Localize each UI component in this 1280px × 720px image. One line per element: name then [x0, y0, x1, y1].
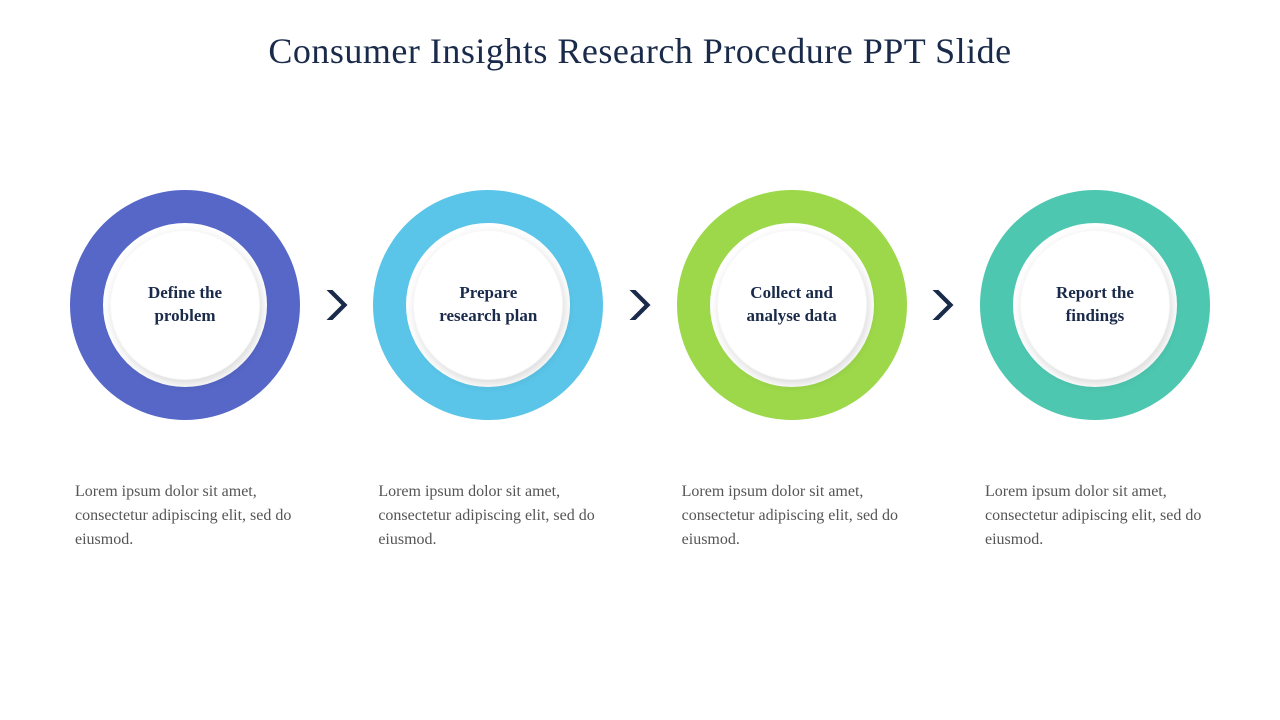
- chevron-right-icon: [622, 287, 658, 323]
- step-1-inner-circle: Define the problem: [110, 230, 260, 380]
- descriptions-row: Lorem ipsum dolor sit amet, consectetur …: [70, 480, 1210, 552]
- step-1-label: Define the problem: [130, 282, 240, 328]
- step-3-inner-circle: Collect and analyse data: [717, 230, 867, 380]
- step-1: Define the problem: [70, 190, 300, 420]
- step-4-outer-ring: Report the findings: [980, 190, 1210, 420]
- flow-row: Define the problem Prepare research plan…: [70, 190, 1210, 420]
- step-1-outer-ring: Define the problem: [70, 190, 300, 420]
- step-2-description: Lorem ipsum dolor sit amet, consectetur …: [373, 480, 603, 552]
- chevron-right-icon: [925, 287, 961, 323]
- step-3: Collect and analyse data: [677, 190, 907, 420]
- step-2: Prepare research plan: [373, 190, 603, 420]
- chevron-right-icon: [319, 287, 355, 323]
- step-4-inner-circle: Report the findings: [1020, 230, 1170, 380]
- step-1-mid-ring: Define the problem: [100, 220, 270, 390]
- step-2-inner-circle: Prepare research plan: [413, 230, 563, 380]
- step-2-label: Prepare research plan: [433, 282, 543, 328]
- step-3-mid-ring: Collect and analyse data: [707, 220, 877, 390]
- step-4: Report the findings: [980, 190, 1210, 420]
- step-4-description: Lorem ipsum dolor sit amet, consectetur …: [980, 480, 1210, 552]
- step-3-description: Lorem ipsum dolor sit amet, consectetur …: [677, 480, 907, 552]
- step-2-mid-ring: Prepare research plan: [403, 220, 573, 390]
- step-4-mid-ring: Report the findings: [1010, 220, 1180, 390]
- step-4-label: Report the findings: [1040, 282, 1150, 328]
- step-3-outer-ring: Collect and analyse data: [677, 190, 907, 420]
- step-2-outer-ring: Prepare research plan: [373, 190, 603, 420]
- step-1-description: Lorem ipsum dolor sit amet, consectetur …: [70, 480, 300, 552]
- slide-title: Consumer Insights Research Procedure PPT…: [0, 30, 1280, 72]
- step-3-label: Collect and analyse data: [737, 282, 847, 328]
